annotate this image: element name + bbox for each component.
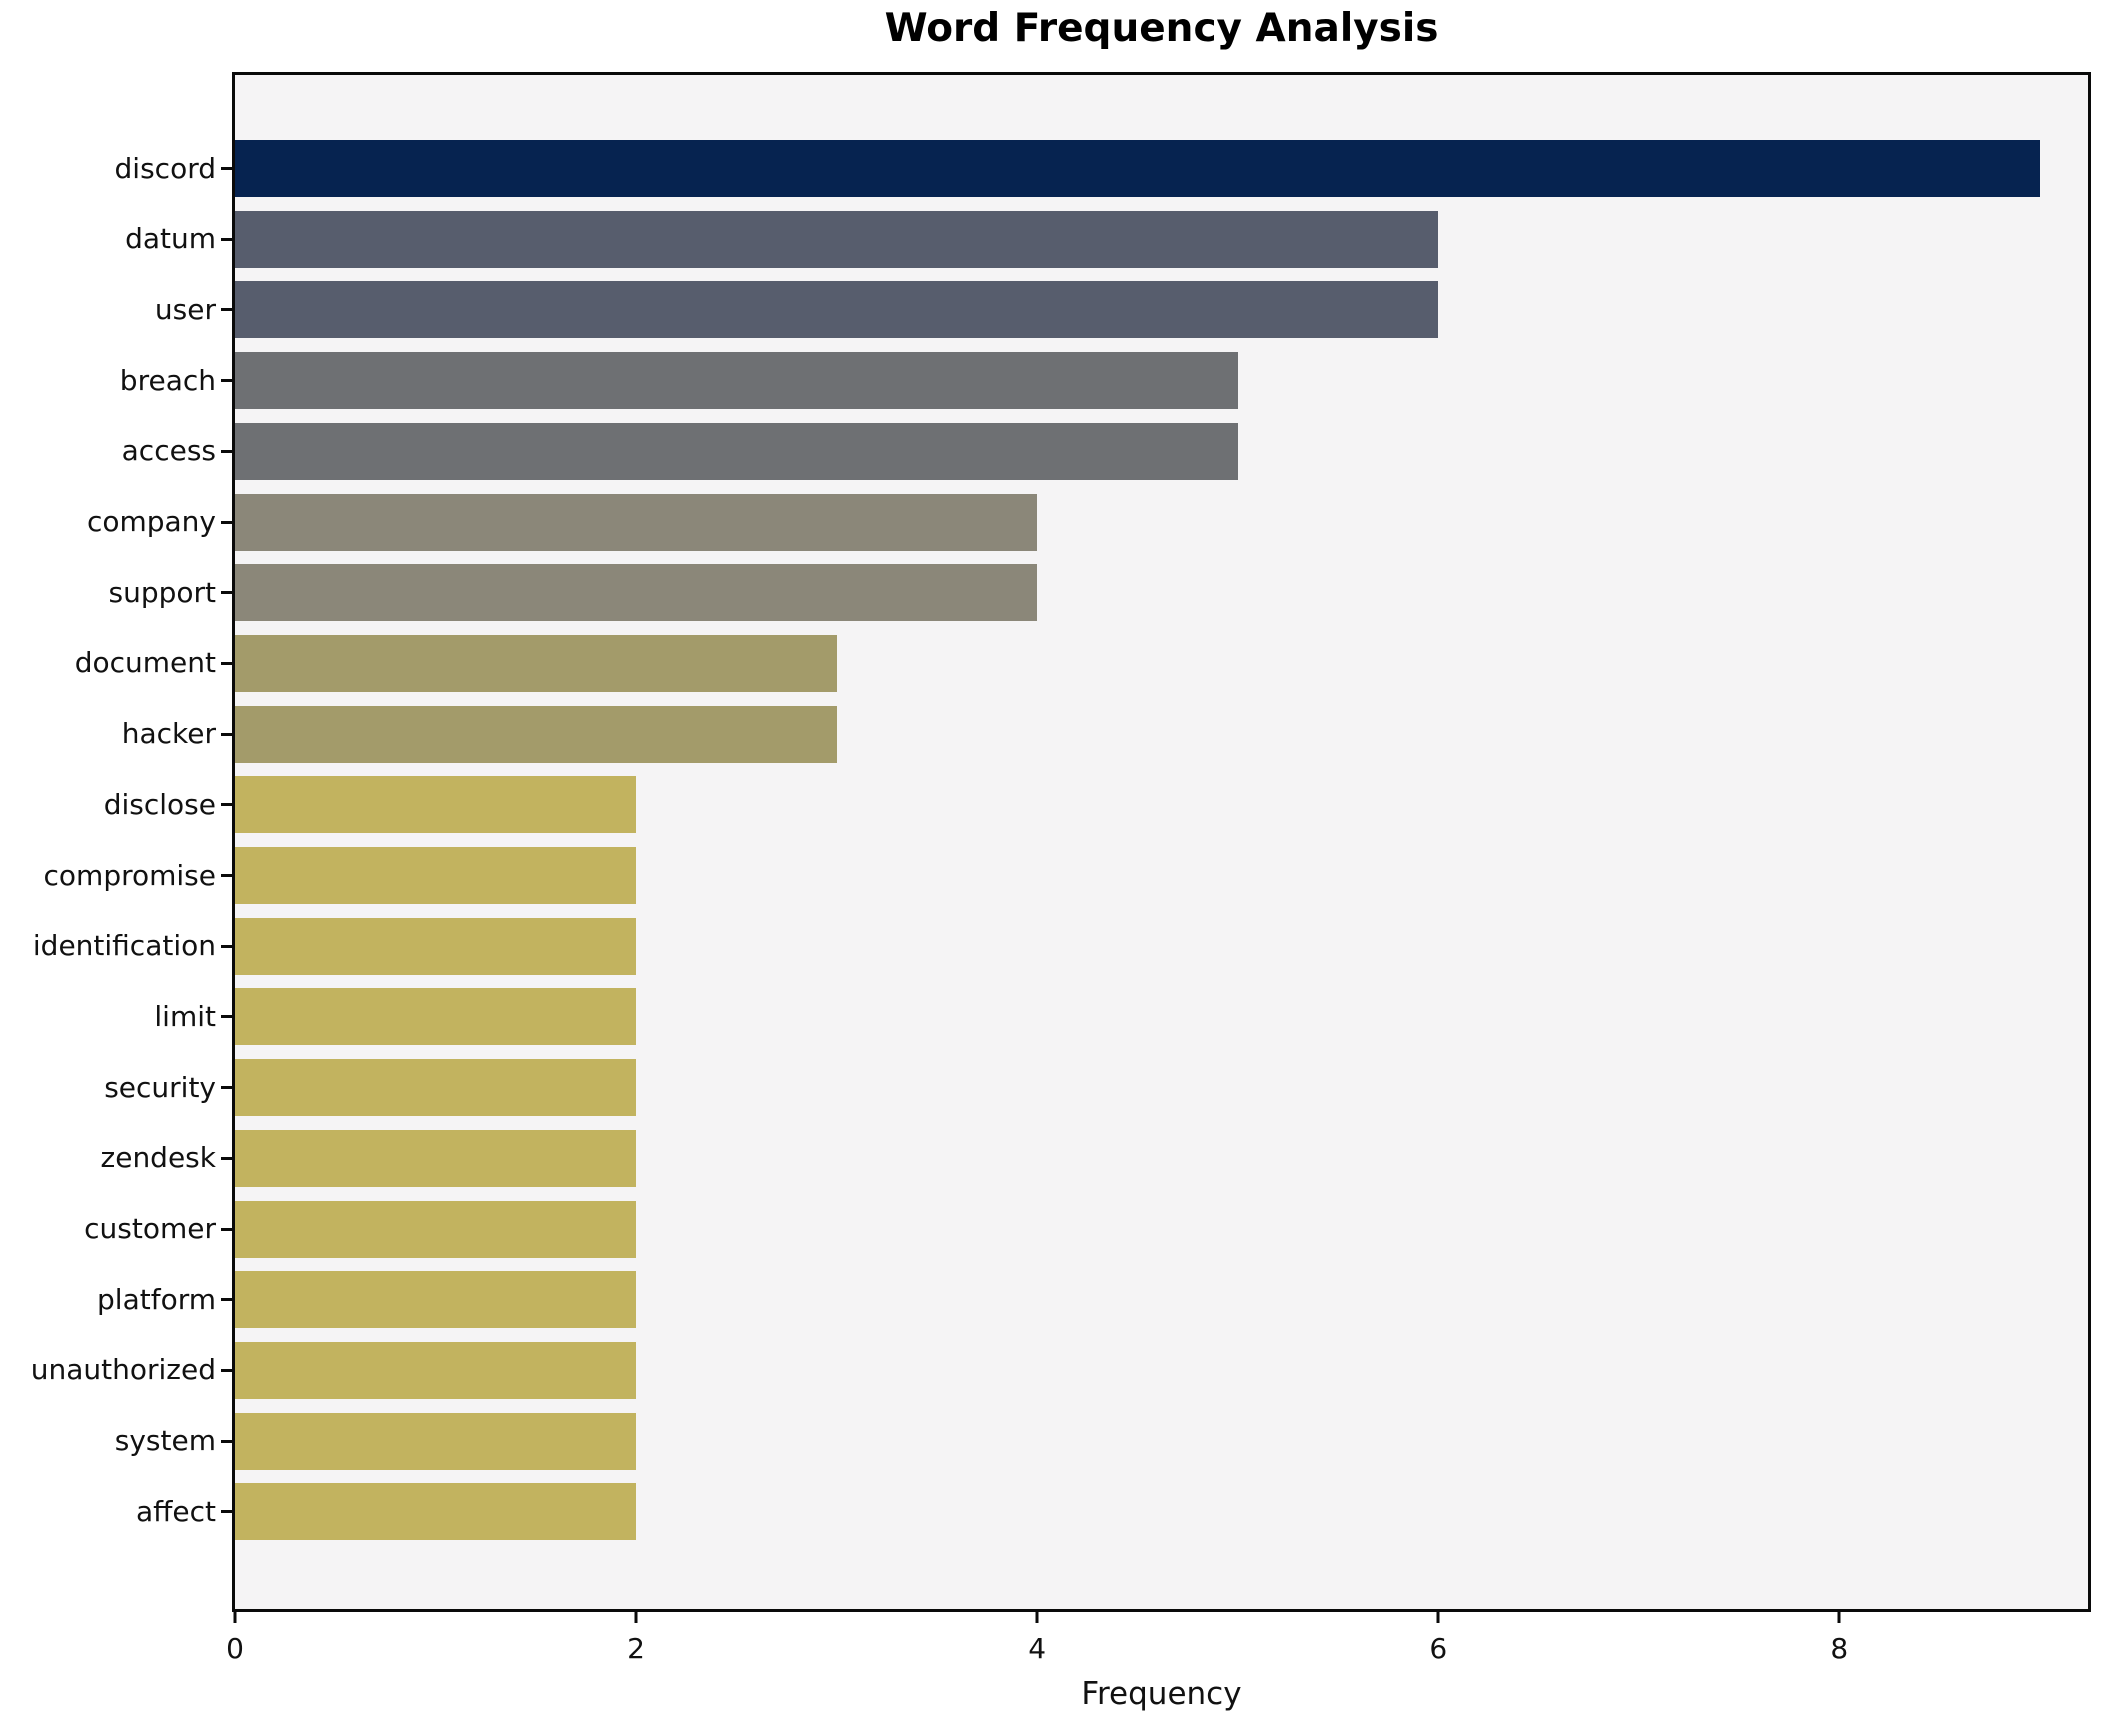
bar-breach [235, 352, 1238, 410]
ytick-mark [221, 1510, 232, 1514]
plot-area [232, 72, 2091, 1612]
xtick-label-4: 4 [1028, 1632, 1047, 1665]
ytick-label-document: document [74, 646, 216, 680]
ytick-label-discord: discord [114, 151, 216, 185]
ytick-mark [221, 1439, 232, 1443]
ytick-mark [221, 732, 232, 736]
ytick-mark [221, 1086, 232, 1090]
ytick-label-zendesk: zendesk [100, 1141, 216, 1175]
ytick-mark [221, 167, 232, 170]
ytick-label-datum: datum [125, 222, 216, 256]
ytick-label-user: user [154, 292, 216, 326]
ytick-mark [221, 379, 232, 383]
ytick-label-access: access [121, 434, 216, 468]
bar-disclose [235, 776, 637, 834]
xtick-label-2: 2 [627, 1632, 645, 1665]
bar-identification [235, 917, 637, 975]
bar-company [235, 493, 1038, 551]
xtick-mark [1837, 1610, 1841, 1623]
bar-security [235, 1059, 637, 1117]
xtick-label-8: 8 [1830, 1632, 1849, 1665]
ytick-label-disclose: disclose [103, 787, 216, 821]
ytick-label-limit: limit [154, 999, 216, 1033]
ytick-label-support: support [108, 575, 216, 609]
bar-hacker [235, 705, 837, 763]
xtick-mark [634, 1610, 638, 1623]
ytick-mark [221, 1156, 232, 1160]
bar-access [235, 422, 1238, 480]
ytick-mark [221, 661, 232, 665]
ytick-label-hacker: hacker [121, 716, 216, 750]
ytick-label-customer: customer [84, 1211, 216, 1245]
ytick-mark [221, 1368, 232, 1372]
bar-datum [235, 210, 1439, 268]
ytick-mark [221, 803, 232, 807]
ytick-label-system: system [114, 1423, 216, 1457]
ytick-label-breach: breach [119, 363, 216, 397]
ytick-label-compromise: compromise [43, 858, 216, 892]
chart-title: Word Frequency Analysis [884, 6, 1439, 51]
bar-zendesk [235, 1129, 637, 1187]
bar-customer [235, 1200, 637, 1258]
bar-unauthorized [235, 1341, 637, 1399]
bar-limit [235, 988, 637, 1046]
ytick-label-platform: platform [97, 1282, 216, 1316]
ytick-mark [221, 1015, 232, 1019]
ytick-label-unauthorized: unauthorized [30, 1353, 216, 1387]
ytick-mark [221, 1298, 232, 1302]
xtick-mark [233, 1610, 237, 1623]
bar-compromise [235, 847, 637, 904]
ytick-mark [221, 520, 232, 524]
bar-support [235, 564, 1038, 622]
ytick-mark [221, 308, 232, 312]
bar-user [235, 281, 1439, 339]
bar-document [235, 634, 837, 692]
xtick-mark [1035, 1610, 1039, 1623]
bar-discord [235, 140, 2040, 197]
bar-platform [235, 1271, 637, 1329]
ytick-mark [221, 874, 232, 877]
ytick-label-company: company [86, 504, 216, 538]
x-axis-label: Frequency [1081, 1676, 1242, 1712]
xtick-label-0: 0 [226, 1632, 244, 1665]
ytick-mark [221, 1227, 232, 1231]
bar-affect [235, 1483, 637, 1541]
ytick-mark [221, 944, 232, 948]
ytick-label-identification: identification [32, 929, 216, 963]
bar-system [235, 1412, 637, 1470]
xtick-label-6: 6 [1429, 1632, 1448, 1665]
ytick-label-affect: affect [135, 1494, 216, 1528]
ytick-label-security: security [104, 1070, 216, 1104]
ytick-mark [221, 237, 232, 241]
ytick-mark [221, 591, 232, 595]
xtick-mark [1436, 1610, 1440, 1623]
ytick-mark [221, 449, 232, 453]
